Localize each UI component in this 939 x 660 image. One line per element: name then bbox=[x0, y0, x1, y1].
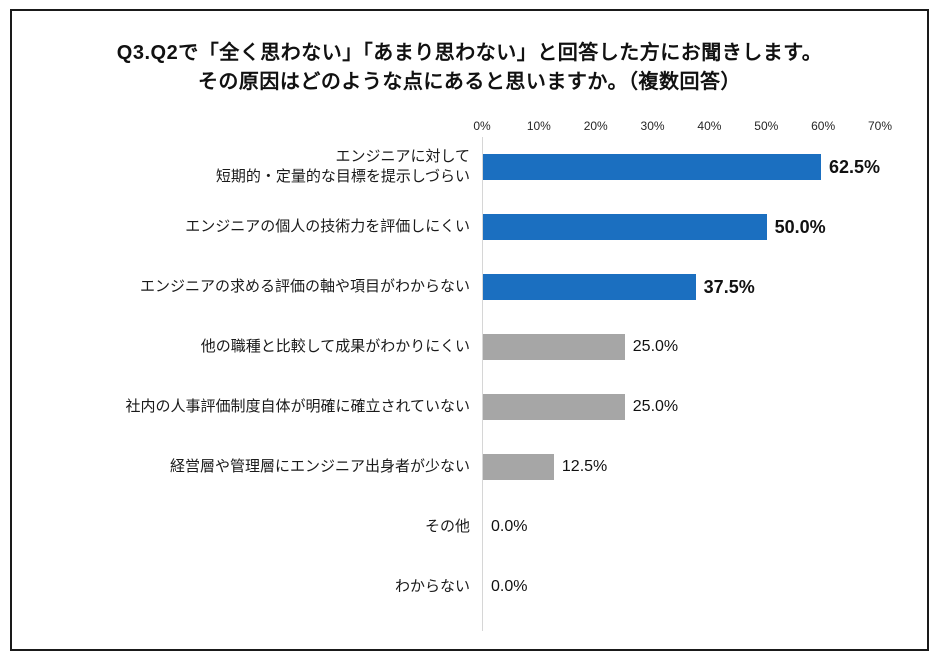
category-label: その他 bbox=[424, 517, 470, 535]
x-axis-tick-10: 10% bbox=[526, 119, 551, 133]
category-label: エンジニアの個人の技術力を評価しにくい bbox=[185, 217, 470, 235]
category-label: 経営層や管理層にエンジニア出身者が少ない bbox=[169, 457, 470, 475]
x-axis-tick-70: 70% bbox=[867, 119, 893, 133]
bar bbox=[483, 334, 625, 360]
chart-title-line2: その原因はどのような点にあると思いますか。（複数回答） bbox=[197, 71, 742, 93]
bar-track: 25.0% bbox=[482, 317, 880, 377]
value-label: 37.5% bbox=[703, 276, 755, 297]
bar bbox=[483, 214, 767, 240]
bar-track: 37.5% bbox=[482, 257, 880, 317]
chart-row: エンジニアの個人の技術力を評価しにくい 50.0% bbox=[12, 197, 927, 257]
bar-track: 50.0% bbox=[482, 197, 880, 257]
x-axis-tick-0: 0% bbox=[473, 119, 491, 133]
value-label: 62.5% bbox=[828, 156, 880, 177]
bar-track: 12.5% bbox=[482, 437, 880, 497]
chart-row: 経営層や管理層にエンジニア出身者が少ない 12.5% bbox=[12, 437, 927, 497]
value-label: 0.0% bbox=[491, 518, 528, 535]
bar bbox=[483, 154, 821, 180]
category-label: エンジニアの求める評価の軸や項目がわからない bbox=[139, 277, 470, 295]
bar-track: 0.0% bbox=[482, 497, 880, 557]
chart-row: 他の職種と比較して成果がわかりにくい 25.0% bbox=[12, 317, 927, 377]
x-axis: 0% 10% 20% 30% 40% 50% 60% 70% bbox=[12, 115, 927, 137]
chart-frame: Q3.Q2で「全く思わない」「あまり思わない」と回答した方にお聞きします。 その… bbox=[10, 9, 929, 651]
x-axis-tick-20: 20% bbox=[583, 119, 608, 133]
value-label: 50.0% bbox=[774, 216, 826, 237]
bar bbox=[483, 274, 696, 300]
value-label: 12.5% bbox=[561, 458, 608, 475]
category-label: エンジニアに対して 短期的・定量的な目標を提示しづらい bbox=[215, 147, 470, 185]
bar-chart: 0% 10% 20% 30% 40% 50% 60% 70% エンジニアに対して… bbox=[12, 115, 927, 631]
chart-row: その他 0.0% bbox=[12, 497, 927, 557]
chart-row: わからない 0.0% bbox=[12, 557, 927, 617]
chart-row: エンジニアに対して 短期的・定量的な目標を提示しづらい 62.5% bbox=[12, 137, 927, 197]
bar-track: 62.5% bbox=[482, 137, 880, 197]
chart-rows: エンジニアに対して 短期的・定量的な目標を提示しづらい 62.5% エンジニアの… bbox=[12, 137, 927, 617]
x-axis-ticks: 0% 10% 20% 30% 40% 50% 60% 70% bbox=[473, 115, 892, 137]
axis-line-extension bbox=[482, 617, 880, 631]
value-label: 25.0% bbox=[632, 398, 679, 415]
bar-track: 0.0% bbox=[482, 557, 880, 617]
chart-row: エンジニアの求める評価の軸や項目がわからない 37.5% bbox=[12, 257, 927, 317]
x-axis-tick-50: 50% bbox=[754, 119, 779, 133]
value-label: 25.0% bbox=[632, 338, 679, 355]
bar bbox=[483, 394, 625, 420]
chart-title: Q3.Q2で「全く思わない」「あまり思わない」と回答した方にお聞きします。 その… bbox=[12, 39, 927, 97]
x-axis-tick-60: 60% bbox=[811, 119, 836, 133]
axis-baseline-tail bbox=[12, 617, 927, 631]
chart-row: 社内の人事評価制度自体が明確に確立されていない 25.0% bbox=[12, 377, 927, 437]
category-label: 社内の人事評価制度自体が明確に確立されていない bbox=[125, 397, 470, 415]
axis-spacer bbox=[12, 617, 482, 631]
chart-title-line1: Q3.Q2で「全く思わない」「あまり思わない」と回答した方にお聞きします。 bbox=[116, 42, 823, 64]
bar-track: 25.0% bbox=[482, 377, 880, 437]
x-axis-tick-40: 40% bbox=[697, 119, 722, 133]
x-axis-tick-30: 30% bbox=[640, 119, 665, 133]
value-label: 0.0% bbox=[491, 578, 528, 595]
category-label: 他の職種と比較して成果がわかりにくい bbox=[200, 337, 470, 355]
category-label: わからない bbox=[394, 577, 470, 595]
bar bbox=[483, 454, 554, 480]
